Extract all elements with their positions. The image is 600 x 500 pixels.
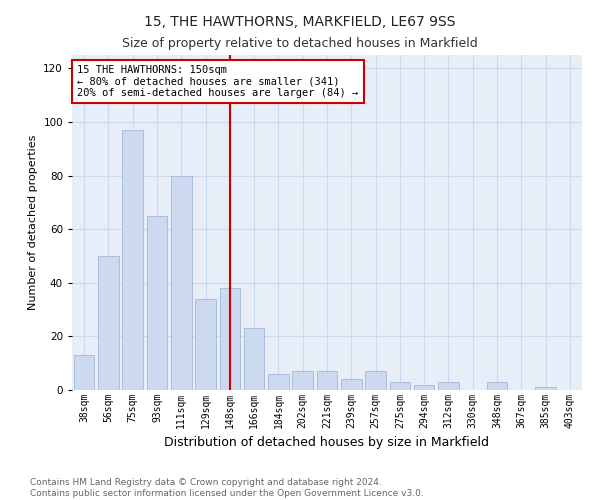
Bar: [292, 371, 313, 390]
Bar: [171, 176, 191, 390]
Bar: [74, 355, 94, 390]
Bar: [365, 371, 386, 390]
Y-axis label: Number of detached properties: Number of detached properties: [28, 135, 38, 310]
Bar: [341, 380, 362, 390]
Bar: [268, 374, 289, 390]
Bar: [195, 299, 216, 390]
Bar: [389, 382, 410, 390]
Bar: [122, 130, 143, 390]
Bar: [244, 328, 265, 390]
Bar: [487, 382, 508, 390]
Bar: [535, 388, 556, 390]
Bar: [317, 371, 337, 390]
Bar: [146, 216, 167, 390]
Text: 15, THE HAWTHORNS, MARKFIELD, LE67 9SS: 15, THE HAWTHORNS, MARKFIELD, LE67 9SS: [144, 15, 456, 29]
Text: 15 THE HAWTHORNS: 150sqm
← 80% of detached houses are smaller (341)
20% of semi-: 15 THE HAWTHORNS: 150sqm ← 80% of detach…: [77, 65, 358, 98]
Bar: [220, 288, 240, 390]
Bar: [414, 384, 434, 390]
Bar: [98, 256, 119, 390]
Bar: [438, 382, 459, 390]
Text: Contains HM Land Registry data © Crown copyright and database right 2024.
Contai: Contains HM Land Registry data © Crown c…: [30, 478, 424, 498]
X-axis label: Distribution of detached houses by size in Markfield: Distribution of detached houses by size …: [164, 436, 490, 450]
Text: Size of property relative to detached houses in Markfield: Size of property relative to detached ho…: [122, 38, 478, 51]
